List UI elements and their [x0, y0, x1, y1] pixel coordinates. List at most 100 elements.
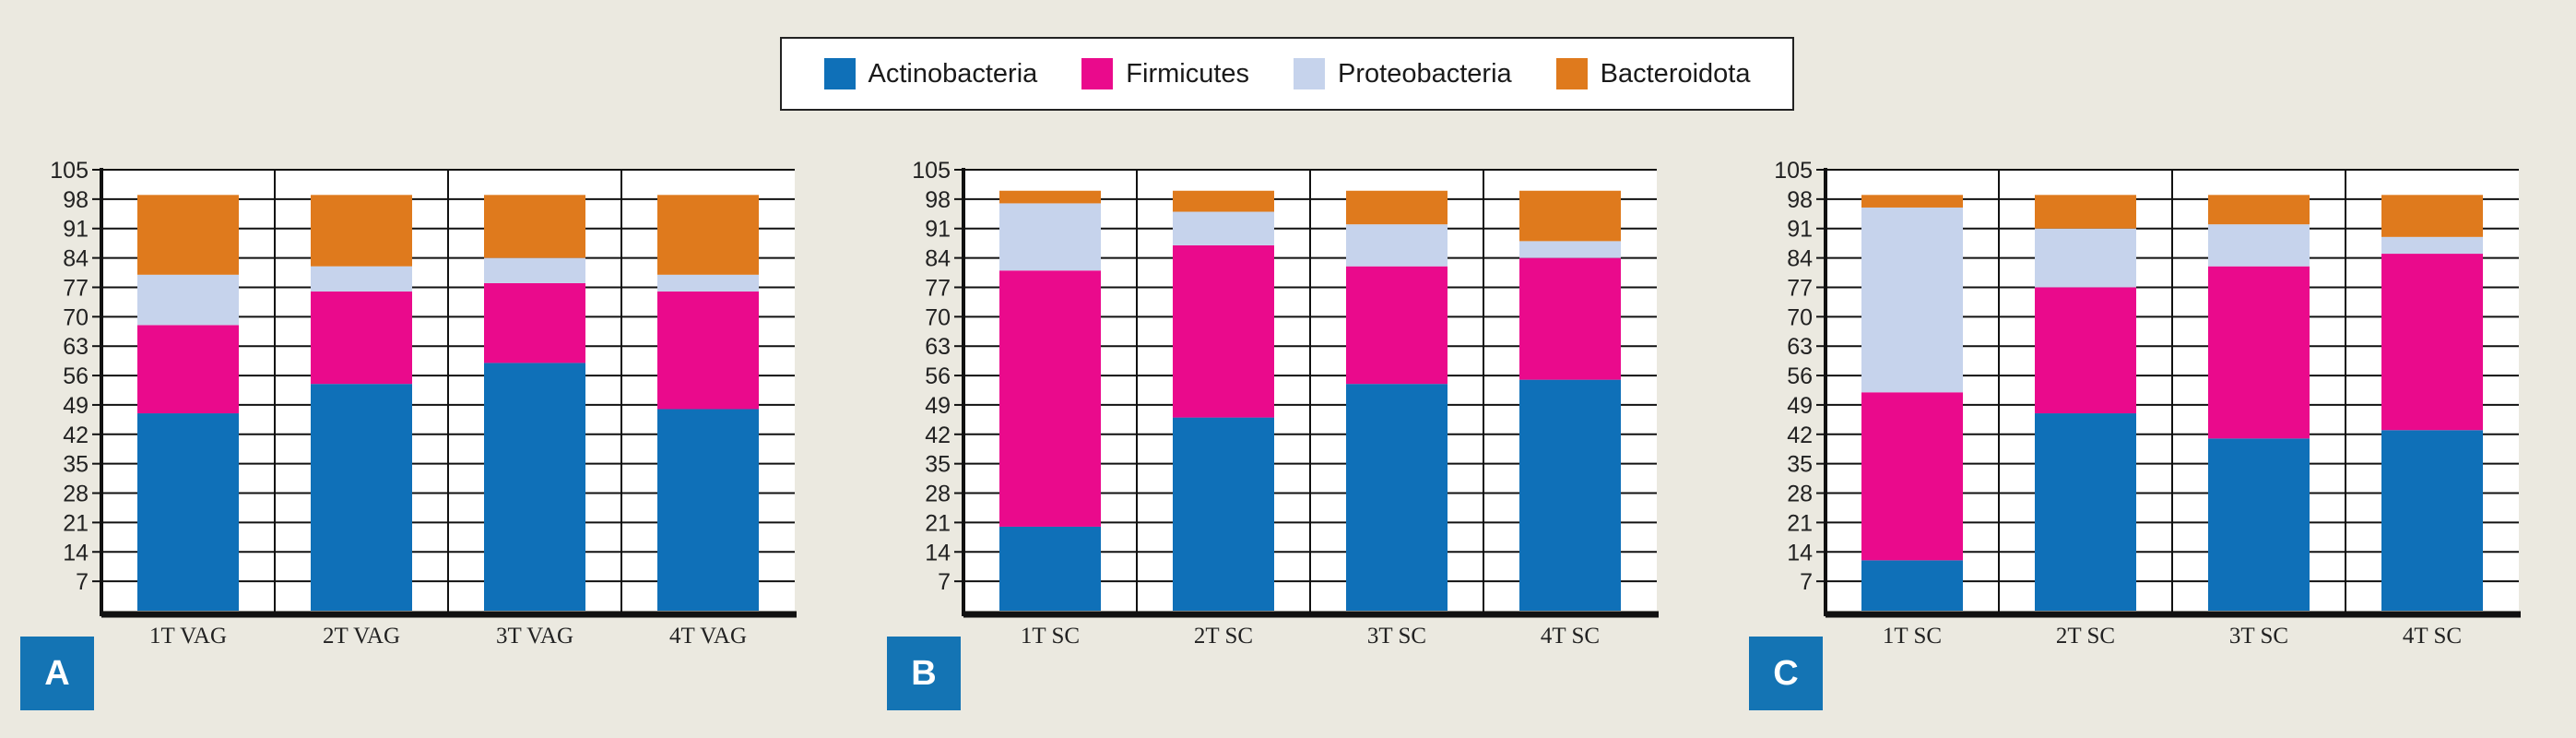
y-tick-label: 63: [1787, 334, 1813, 360]
y-tick-label: 77: [63, 275, 89, 301]
bar-segment-firmicutes: [484, 282, 585, 363]
bar-segment-actinobacteria: [137, 413, 239, 611]
bar-segment-firmicutes: [657, 292, 759, 410]
y-tick-label: 77: [1787, 275, 1813, 301]
bar-segment-bacteroidota: [2035, 195, 2136, 229]
x-tick-label: 1T VAG: [149, 624, 227, 649]
legend-swatch-firmicutes: [1081, 58, 1114, 89]
bar-segment-actinobacteria: [311, 384, 412, 611]
y-tick-label: 105: [1774, 158, 1813, 184]
bar-segment-actinobacteria: [484, 363, 585, 611]
y-tick-label: 56: [1787, 363, 1813, 389]
legend-label-actinobacteria: Actinobacteria: [868, 58, 1038, 89]
bar-segment-proteobacteria: [2208, 224, 2310, 267]
legend-label-firmicutes: Firmicutes: [1126, 58, 1250, 89]
x-tick-label: 2T SC: [2056, 624, 2115, 649]
y-tick-label: 21: [925, 510, 951, 536]
panel-badge-b: B: [887, 637, 961, 710]
bar-segment-firmicutes: [2035, 287, 2136, 414]
y-tick-label: 35: [1787, 452, 1813, 478]
y-tick-label: 42: [63, 423, 89, 448]
y-tick-label: 63: [63, 334, 89, 360]
bar-segment-actinobacteria: [657, 409, 759, 611]
bar-segment-bacteroidota: [1346, 190, 1448, 225]
x-tick-label: 4T VAG: [669, 624, 747, 649]
bar-segment-firmicutes: [1861, 392, 1963, 561]
x-tick-label: 3T VAG: [496, 624, 573, 649]
y-tick-label: 14: [63, 540, 89, 565]
y-tick-label: 98: [63, 187, 89, 213]
legend-item-firmicutes: Firmicutes: [1081, 58, 1249, 89]
bar-segment-proteobacteria: [2381, 236, 2483, 255]
x-tick-label: 1T SC: [1883, 624, 1942, 649]
y-tick-label: 42: [1787, 423, 1813, 448]
y-tick-label: 7: [1800, 569, 1813, 595]
bar-segment-proteobacteria: [137, 274, 239, 326]
bar-segment-actinobacteria: [1519, 379, 1621, 611]
bar-segment-bacteroidota: [2381, 195, 2483, 237]
y-tick-label: 14: [925, 540, 951, 565]
y-tick-label: 35: [63, 452, 89, 478]
bar-segment-proteobacteria: [999, 203, 1101, 271]
legend-item-bacteroidota: Bacteroidota: [1555, 58, 1750, 89]
y-tick-label: 91: [1787, 217, 1813, 243]
chart-panel-b: 7 14 21 28 35 42 49 56 63 70 77 84 91 98 105 1T SC 2T SC…: [912, 158, 1659, 649]
x-tick-label: 2T VAG: [323, 624, 400, 649]
y-tick-label: 28: [1787, 482, 1813, 507]
bar-segment-firmicutes: [1519, 257, 1621, 380]
chart-panel-a: 7 14 21 28 35 42 49 56 63 70 77 84 91 98 105 1T VAG 2T V…: [50, 158, 797, 649]
bar-segment-bacteroidota: [657, 195, 759, 275]
y-tick-label: 21: [63, 510, 89, 536]
y-tick-label: 14: [1787, 540, 1813, 565]
y-tick-label: 98: [1787, 187, 1813, 213]
y-tick-label: 63: [925, 334, 951, 360]
y-tick-label: 91: [925, 217, 951, 243]
bar-segment-proteobacteria: [311, 266, 412, 292]
bar-segment-actinobacteria: [1861, 560, 1963, 611]
bar-segment-firmicutes: [999, 270, 1101, 527]
bar-segment-proteobacteria: [657, 274, 759, 292]
y-tick-label: 7: [76, 569, 89, 595]
y-tick-label: 84: [925, 246, 951, 272]
y-tick-label: 7: [938, 569, 951, 595]
y-tick-label: 56: [925, 363, 951, 389]
y-tick-label: 70: [63, 304, 89, 330]
y-tick-label: 70: [925, 304, 951, 330]
y-tick-label: 49: [925, 393, 951, 419]
bar-segment-firmicutes: [2208, 266, 2310, 439]
y-tick-label: 84: [1787, 246, 1813, 272]
bar-segment-bacteroidota: [999, 190, 1101, 204]
x-tick-label: 3T SC: [2229, 624, 2288, 649]
y-tick-label: 49: [63, 393, 89, 419]
bar-segment-actinobacteria: [999, 526, 1101, 611]
bar-segment-proteobacteria: [1519, 241, 1621, 258]
bar-segment-firmicutes: [137, 325, 239, 414]
x-tick-label: 1T SC: [1021, 624, 1080, 649]
bar-segment-firmicutes: [2381, 254, 2483, 431]
bar-segment-actinobacteria: [1346, 384, 1448, 611]
y-tick-label: 77: [925, 275, 951, 301]
y-tick-label: 28: [925, 482, 951, 507]
y-tick-label: 35: [925, 452, 951, 478]
bar-segment-actinobacteria: [2035, 413, 2136, 611]
bar-segment-bacteroidota: [1861, 195, 1963, 208]
bar-segment-firmicutes: [311, 292, 412, 385]
y-tick-label: 28: [63, 482, 89, 507]
legend-item-actinobacteria: Actinobacteria: [823, 58, 1038, 89]
chart-panel-c: 7 14 21 28 35 42 49 56 63 70 77 84 91 98 105 1T SC 2T SC…: [1774, 158, 2521, 649]
legend: Actinobacteria Firmicutes Proteobacteria…: [780, 37, 1794, 111]
legend-swatch-bacteroidota: [1555, 58, 1588, 89]
y-tick-label: 98: [925, 187, 951, 213]
y-tick-label: 105: [50, 158, 89, 184]
bar-segment-actinobacteria: [1173, 417, 1274, 611]
bar-segment-actinobacteria: [2381, 430, 2483, 611]
bar-segment-proteobacteria: [1173, 211, 1274, 245]
y-tick-label: 56: [63, 363, 89, 389]
bar-segment-proteobacteria: [1861, 207, 1963, 393]
x-tick-label: 2T SC: [1194, 624, 1253, 649]
y-tick-label: 42: [925, 423, 951, 448]
bar-segment-actinobacteria: [2208, 438, 2310, 611]
legend-swatch-actinobacteria: [823, 58, 856, 89]
